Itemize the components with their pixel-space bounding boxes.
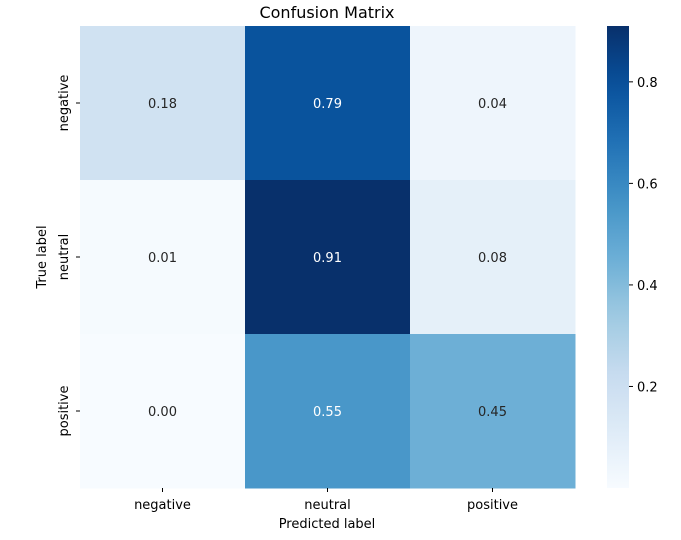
heatmap-cell bbox=[245, 180, 411, 335]
heatmap-cell bbox=[80, 180, 246, 335]
heatmap-cell bbox=[410, 334, 576, 489]
heatmap-cell bbox=[80, 334, 246, 489]
cell-value-label: 0.55 bbox=[313, 405, 342, 420]
colorbar-tick-label: 0.6 bbox=[637, 177, 658, 192]
colorbar-tick-label: 0.2 bbox=[637, 380, 658, 395]
y-tick-label: positive bbox=[57, 386, 72, 437]
x-tick-label: negative bbox=[134, 498, 191, 513]
colorbar bbox=[607, 26, 629, 488]
x-axis-ticks: negative neutral positive bbox=[134, 488, 518, 513]
cell-value-label: 0.45 bbox=[478, 405, 507, 420]
heatmap-cell bbox=[410, 26, 576, 181]
cell-value-label: 0.91 bbox=[313, 251, 342, 266]
cell-value-label: 0.08 bbox=[478, 251, 507, 266]
cell-value-label: 0.01 bbox=[148, 251, 177, 266]
x-tick-label: neutral bbox=[304, 498, 351, 513]
heatmap-cell bbox=[410, 180, 576, 335]
x-tick-label: positive bbox=[467, 498, 518, 513]
heatmap-cell bbox=[80, 26, 246, 181]
heatmap-cell bbox=[245, 26, 411, 181]
chart-title: Confusion Matrix bbox=[259, 3, 394, 22]
y-axis-ticks: negative neutral positive bbox=[57, 75, 80, 437]
cell-value-label: 0.18 bbox=[148, 97, 177, 112]
x-axis-label: Predicted label bbox=[279, 517, 376, 532]
heatmap-cell bbox=[245, 334, 411, 489]
y-tick-label: negative bbox=[57, 75, 72, 132]
y-axis-label: True label bbox=[35, 225, 50, 289]
heatmap-cells: 0.18 0.79 0.04 0.01 0.91 0.08 0.00 0.55 0.45 bbox=[80, 26, 576, 489]
colorbar-ticks: 0.2 0.4 0.6 0.8 bbox=[629, 76, 658, 395]
y-tick-label: neutral bbox=[57, 234, 72, 281]
cell-value-label: 0.79 bbox=[313, 97, 342, 112]
cell-value-label: 0.00 bbox=[148, 405, 177, 420]
cell-value-label: 0.04 bbox=[478, 97, 507, 112]
colorbar-tick-label: 0.8 bbox=[637, 76, 658, 91]
colorbar-tick-label: 0.4 bbox=[637, 279, 658, 294]
